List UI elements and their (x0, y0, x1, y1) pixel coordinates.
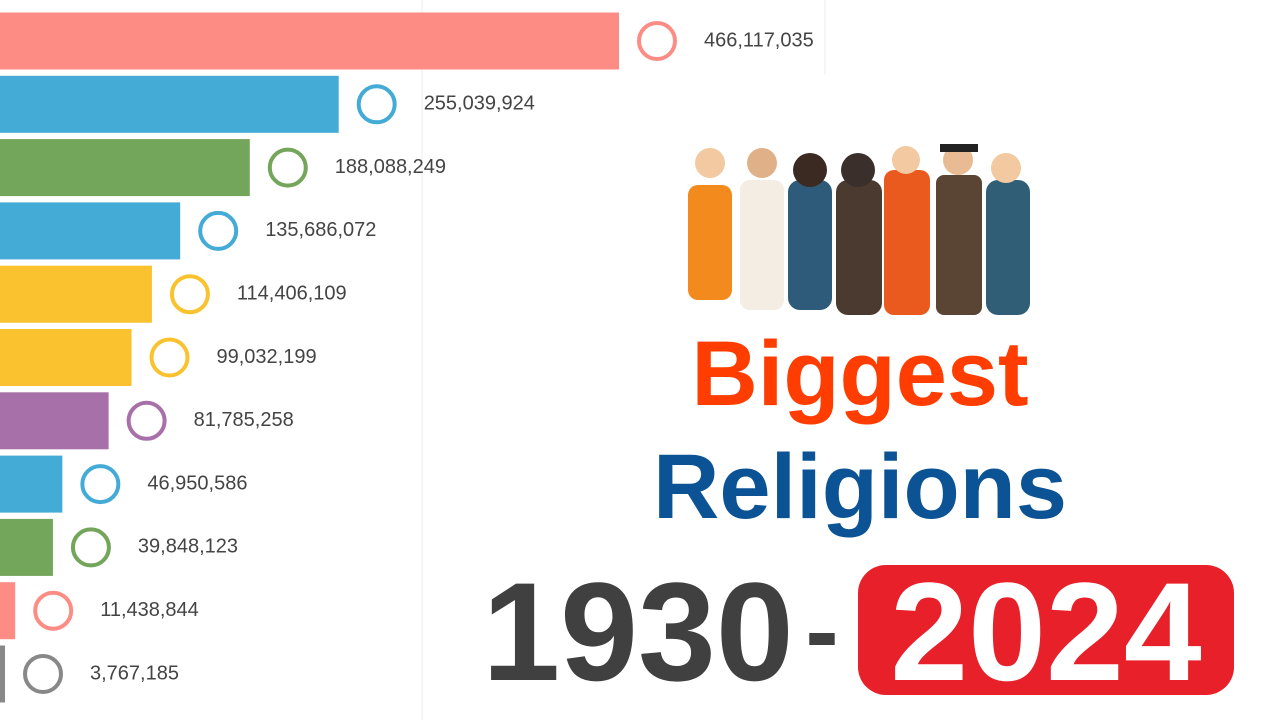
bar (0, 75, 339, 133)
bar-icon (267, 147, 308, 188)
start-year: 1930 (482, 553, 793, 710)
bar-icon (198, 210, 239, 251)
bar-icon (80, 464, 121, 505)
bar (0, 329, 132, 386)
value-label: 255,039,924 (424, 93, 535, 115)
bars: 466,117,035 255,039,924 188,088,249 135,686… (0, 12, 814, 703)
bar (0, 265, 152, 323)
value-label: 135,686,072 (265, 219, 376, 241)
bar-icon (169, 274, 210, 315)
people-illustration (688, 144, 1030, 315)
bar-icon (23, 654, 64, 694)
bar (0, 455, 63, 513)
bar (0, 518, 53, 576)
bar-icon (149, 337, 190, 378)
value-label: 3,767,185 (90, 662, 179, 684)
bar (0, 139, 250, 197)
value-label: 11,438,844 (100, 599, 199, 621)
bar-icon (637, 21, 677, 61)
bar-icon (356, 84, 397, 125)
value-label: 114,406,109 (237, 282, 347, 304)
bar (0, 392, 109, 450)
end-year-badge (858, 565, 1234, 695)
title-line2: Religions (653, 436, 1067, 538)
separator: - (805, 575, 838, 687)
bar (0, 202, 181, 260)
bar-icon (33, 590, 74, 631)
title-line1: Biggest (691, 323, 1028, 425)
bar (0, 12, 619, 70)
value-label: 99,032,199 (217, 346, 317, 368)
bar-icon (126, 400, 167, 441)
end-year: 2024 (890, 553, 1202, 710)
value-label: 46,950,586 (147, 472, 247, 494)
bar-icon (70, 527, 111, 568)
value-label: 466,117,035 (704, 29, 814, 51)
value-label: 39,848,123 (138, 536, 238, 558)
value-label: 81,785,258 (194, 409, 294, 431)
value-label: 188,088,249 (335, 156, 446, 178)
bar (0, 645, 6, 703)
bar (0, 582, 16, 640)
